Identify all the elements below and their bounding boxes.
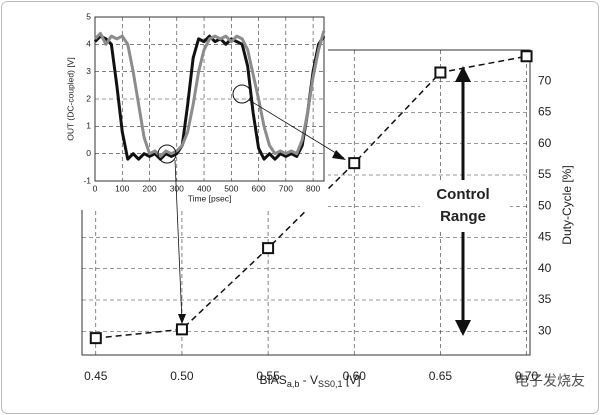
data-line xyxy=(93,30,326,158)
y-tick-label: 4 xyxy=(86,39,91,49)
annotation-bg xyxy=(420,180,510,232)
data-line xyxy=(93,34,326,161)
label-part: a,b xyxy=(287,379,300,389)
y-tick-label: 35 xyxy=(538,292,552,306)
x-tick-label: 200 xyxy=(142,183,156,193)
y-tick-label: 3 xyxy=(86,66,91,76)
y-tick-label: 1 xyxy=(86,121,91,131)
y-tick-label: 30 xyxy=(538,323,552,337)
data-marker xyxy=(434,66,447,79)
arrow-head xyxy=(455,66,471,82)
x-tick-label: 0 xyxy=(93,183,98,193)
callout-arrow xyxy=(174,159,183,323)
y-tick-label: 2 xyxy=(86,93,91,103)
label-part: BIAS xyxy=(259,373,286,387)
x-tick-label: 400 xyxy=(197,183,211,193)
arrow-head xyxy=(455,320,471,336)
y-tick-label: 70 xyxy=(538,73,552,87)
x-tick-label: 0.65 xyxy=(429,369,453,383)
label-part: [V] xyxy=(343,373,361,387)
y-tick-label: 5 xyxy=(86,11,91,21)
watermark: 电子发烧友 xyxy=(515,373,585,389)
x-axis-label: BIASa,b - VSS0,1 [V] xyxy=(259,373,360,389)
data-marker xyxy=(520,50,533,63)
x-tick-label: 0.70 xyxy=(515,369,539,383)
x-tick-label: 300 xyxy=(170,183,184,193)
label-part: - V xyxy=(299,373,318,387)
x-axis-label: Time [psec] xyxy=(188,193,232,203)
callout-circle xyxy=(232,84,252,104)
x-tick-label: 0.50 xyxy=(170,369,194,383)
x-tick-label: 700 xyxy=(279,183,293,193)
x-tick-label: 600 xyxy=(251,183,265,193)
y-axis-label: Duty-Cycle [%] xyxy=(560,165,574,244)
arrow-head xyxy=(332,150,346,160)
y-tick-label: 55 xyxy=(538,167,552,181)
x-tick-label: 500 xyxy=(224,183,238,193)
x-tick-label: 100 xyxy=(115,183,129,193)
y-tick-label: 40 xyxy=(538,261,552,275)
callout-circle xyxy=(157,144,177,164)
data-marker xyxy=(89,332,102,345)
x-tick-label: 0.60 xyxy=(343,369,367,383)
arrow-head xyxy=(178,314,186,324)
annotation: Range xyxy=(440,208,486,225)
y-tick-label: 65 xyxy=(538,105,552,119)
y-axis-label: OUT (DC-coupled) [V] xyxy=(65,57,75,140)
y-tick-label: -1 xyxy=(83,175,91,185)
label-part: SS0,1 xyxy=(318,379,343,389)
callout-arrow xyxy=(248,99,345,159)
plot-frame xyxy=(94,16,325,182)
y-tick-label: 45 xyxy=(538,230,552,244)
y-tick-label: 0 xyxy=(86,148,91,158)
data-marker xyxy=(262,242,275,255)
data-marker xyxy=(175,323,188,336)
annotation: Control xyxy=(436,186,489,203)
callouts: Control Range BIASa,b - VSS0,1 [V] Duty-… xyxy=(157,66,585,389)
x-tick-label: 0.55 xyxy=(256,369,280,383)
y-tick-label: 60 xyxy=(538,136,552,150)
y-tick-label: 50 xyxy=(538,198,552,212)
x-tick-label: 800 xyxy=(306,183,320,193)
x-tick-label: 0.45 xyxy=(84,369,108,383)
data-marker xyxy=(348,157,361,170)
